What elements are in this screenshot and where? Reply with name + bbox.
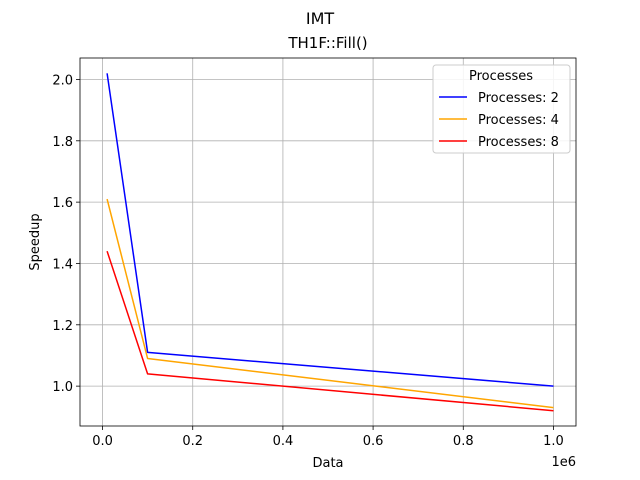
series-line-3 xyxy=(106,250,554,412)
plot-frame xyxy=(79,57,577,427)
y-tick-label: 1.8 xyxy=(52,135,73,150)
x-tick-label: 1.0 xyxy=(543,434,564,449)
x-axis-ticks: 0.0 0.2 0.4 0.6 0.8 1.0 xyxy=(92,426,564,449)
legend-items: Processes: 2 Processes: 4 Processes: 8 xyxy=(439,91,559,150)
chart-subtitle: TH1F::Fill() xyxy=(287,34,367,52)
legend-title: Processes xyxy=(469,69,533,84)
y-tick-label: 1.0 xyxy=(52,380,73,395)
y-tick-label: 1.2 xyxy=(52,319,73,334)
x-axis-label: Data xyxy=(312,456,343,471)
legend-item-label: Processes: 4 xyxy=(478,113,559,128)
legend-item-label: Processes: 8 xyxy=(478,135,559,150)
x-axis-offset-label: 1e6 xyxy=(551,455,576,470)
y-tick-label: 1.4 xyxy=(52,257,73,272)
x-tick-label: 0.4 xyxy=(273,434,294,449)
legend-box xyxy=(432,64,571,154)
y-tick-label: 2.0 xyxy=(52,73,73,88)
series-line-1 xyxy=(106,73,554,387)
x-tick-label: 0.6 xyxy=(363,434,384,449)
y-tick-label: 1.6 xyxy=(52,196,73,211)
y-axis-ticks: 1.0 1.2 1.4 1.6 1.8 2.0 xyxy=(52,73,80,395)
legend-item-label: Processes: 2 xyxy=(478,91,559,106)
x-tick-label: 0.8 xyxy=(453,434,474,449)
x-tick-label: 0.2 xyxy=(182,434,203,449)
x-tick-label: 0.0 xyxy=(92,434,113,449)
chart-title: IMT xyxy=(306,9,335,28)
series-line-2 xyxy=(106,198,554,409)
series-lines xyxy=(106,73,554,412)
y-axis-label: Speedup xyxy=(28,213,43,270)
